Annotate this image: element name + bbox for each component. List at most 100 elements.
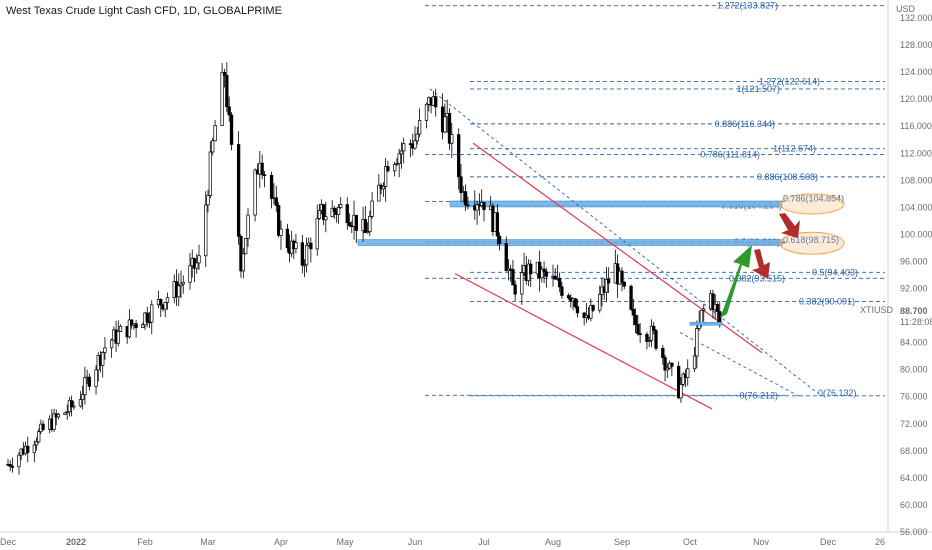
candle	[279, 228, 283, 236]
green-up-arrow	[720, 245, 752, 318]
x-tick-label: Aug	[545, 537, 561, 547]
candle	[127, 319, 132, 338]
candle	[159, 299, 163, 306]
candle	[702, 308, 706, 311]
candle	[300, 242, 304, 266]
x-tick-label: Sep	[614, 537, 630, 547]
candle	[134, 323, 138, 328]
target-ellipse	[779, 231, 845, 255]
x-tick-label: 26	[875, 537, 885, 547]
candle	[606, 278, 611, 284]
fib-level-label: 0.618(98.715)	[783, 235, 839, 245]
candle	[631, 308, 635, 316]
candle	[197, 255, 201, 264]
resistance-zone	[449, 200, 783, 208]
candle	[381, 186, 386, 190]
candle	[330, 207, 334, 218]
candle	[589, 305, 593, 319]
candle	[345, 204, 349, 224]
candle	[294, 242, 298, 250]
channel-upper-line	[472, 142, 763, 354]
channel-lower-line	[454, 273, 713, 410]
candle	[244, 238, 248, 255]
candle	[69, 400, 74, 408]
candle	[206, 195, 210, 206]
red-down-arrow	[779, 213, 800, 238]
fib-level-label: 0.886(116.344)	[715, 119, 775, 129]
y-axis-currency: USD	[896, 4, 916, 14]
candle	[544, 271, 548, 277]
y-tick-label: 76.000	[900, 392, 928, 402]
breakout-marker	[689, 321, 723, 326]
resistance-zone	[357, 239, 783, 246]
candle	[520, 272, 524, 295]
candle	[566, 295, 571, 299]
candle	[195, 262, 199, 269]
candle	[269, 174, 274, 199]
candle	[204, 204, 208, 257]
y-tick-label: 128.000	[900, 40, 932, 50]
candle	[560, 286, 564, 296]
candle	[241, 253, 245, 272]
candle	[56, 414, 61, 418]
candle	[304, 244, 309, 266]
candle	[63, 412, 67, 415]
candle	[645, 334, 649, 342]
y-tick-label: 68.000	[900, 446, 928, 456]
candle	[629, 285, 633, 310]
candle	[513, 284, 517, 295]
candle	[649, 325, 654, 341]
candle	[229, 114, 234, 145]
candle	[699, 309, 704, 324]
y-tick-label: 96.000	[900, 256, 928, 266]
candle	[34, 441, 39, 446]
candle	[103, 347, 107, 353]
candle	[482, 202, 486, 211]
chart-title: West Texas Crude Light Cash CFD, 1D, GLO…	[6, 5, 282, 17]
current-price-label: 88.700	[900, 306, 928, 316]
candle	[654, 330, 658, 349]
fib-level-label: 1(112.674)	[773, 144, 816, 154]
candle	[415, 133, 419, 142]
x-tick-label: Apr	[274, 537, 288, 547]
fib-level-label: 1.272(133.827)	[717, 1, 778, 11]
candle	[179, 283, 183, 287]
candle	[692, 355, 697, 370]
y-tick-label: 64.000	[900, 473, 928, 483]
candle	[253, 169, 257, 216]
x-tick-label: Jul	[478, 537, 490, 547]
candle	[638, 333, 642, 336]
candle	[459, 176, 463, 193]
candle	[402, 143, 406, 152]
candle	[94, 369, 98, 387]
candle	[573, 298, 577, 308]
candle	[363, 219, 367, 234]
candle	[393, 164, 397, 172]
candle	[317, 210, 322, 219]
candle	[339, 204, 343, 208]
candle	[695, 328, 699, 357]
candle	[78, 399, 83, 407]
candle	[368, 216, 372, 232]
candle	[222, 71, 227, 76]
candle	[450, 134, 454, 144]
fib-level-label: 0.886(108.508)	[757, 172, 818, 182]
fib-level-label: 1.272(122.614)	[759, 76, 820, 86]
candle	[399, 150, 404, 155]
candle	[101, 352, 105, 366]
candle	[262, 174, 267, 177]
candle	[347, 222, 352, 226]
candle	[211, 140, 215, 153]
target-ellipse	[779, 193, 845, 215]
candle	[116, 331, 120, 344]
x-tick-label: May	[336, 537, 354, 547]
candle	[652, 325, 656, 331]
y-tick-label: 112.000	[900, 148, 932, 158]
candle	[591, 305, 595, 311]
candle	[397, 153, 401, 164]
candle	[118, 326, 123, 332]
x-tick-label: Oct	[683, 537, 698, 547]
candle	[558, 278, 562, 288]
candle	[553, 275, 557, 280]
